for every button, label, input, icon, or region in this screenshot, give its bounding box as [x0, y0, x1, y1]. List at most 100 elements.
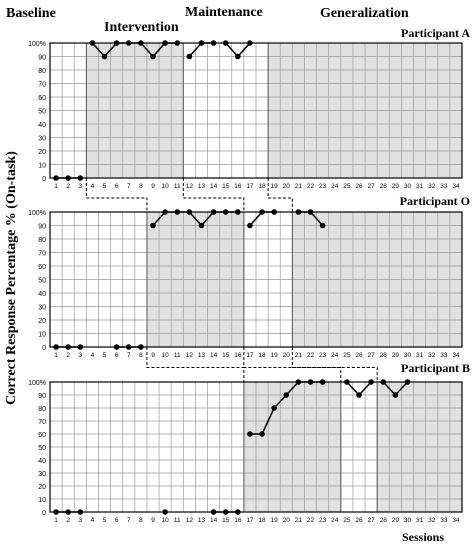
data-point	[380, 379, 387, 385]
data-point	[162, 209, 168, 215]
data-point	[247, 222, 253, 229]
participant-title: Participant A	[401, 26, 470, 40]
x-tick-label: 14	[210, 517, 218, 524]
x-tick-label: 1	[54, 517, 58, 524]
x-tick-label: 22	[307, 352, 315, 359]
y-tick-label: 40	[38, 122, 46, 129]
x-tick-label: 13	[198, 352, 206, 359]
x-tick-label: 8	[139, 183, 143, 190]
data-point	[259, 431, 265, 437]
x-tick-label: 5	[103, 183, 107, 190]
x-tick-label: 18	[258, 183, 266, 190]
participant-title: Participant B	[401, 361, 470, 375]
data-point	[235, 53, 241, 60]
x-tick-label: 27	[368, 183, 376, 190]
y-tick-label: 10	[38, 163, 46, 170]
x-tick-label: 6	[115, 183, 119, 190]
x-tick-label: 14	[210, 352, 218, 359]
x-tick-label: 31	[416, 183, 424, 190]
x-tick-label: 27	[368, 517, 376, 524]
y-tick-label: 50	[38, 109, 46, 116]
panel-frame	[49, 211, 463, 348]
data-point	[247, 40, 253, 46]
y-tick-label: 0	[42, 510, 46, 517]
y-tick-label: 40	[38, 291, 46, 298]
y-tick-label: 60	[38, 95, 46, 102]
x-tick-label: 20	[283, 517, 291, 524]
x-tick-label: 21	[295, 183, 303, 190]
data-point	[210, 209, 217, 215]
data-point	[186, 53, 193, 60]
x-tick-label: 16	[234, 183, 242, 190]
y-tick-label: 50	[38, 445, 46, 452]
x-tick-label: 8	[139, 517, 143, 524]
x-tick-label: 34	[452, 517, 460, 524]
y-tick-label: 0	[42, 345, 46, 352]
data-point	[125, 344, 132, 350]
data-point	[89, 40, 96, 46]
x-tick-label: 21	[295, 517, 303, 524]
x-tick-label: 4	[91, 183, 95, 190]
x-tick-label: 26	[355, 517, 363, 524]
data-point	[138, 40, 144, 46]
x-tick-label: 18	[258, 517, 266, 524]
series-line	[91, 42, 178, 58]
phase-change-connector	[182, 178, 245, 212]
y-tick-label: 80	[38, 406, 46, 413]
data-point	[198, 222, 205, 229]
x-tick-label: 17	[246, 352, 254, 359]
data-point	[138, 344, 144, 350]
x-tick-label: 10	[162, 183, 170, 190]
panel-frame	[49, 381, 463, 513]
x-tick-label: 2	[66, 352, 70, 359]
x-tick-label: 20	[283, 183, 291, 190]
x-tick-label: 33	[440, 517, 448, 524]
x-tick-label: 5	[103, 517, 107, 524]
data-point	[162, 509, 168, 515]
y-tick-label: 70	[38, 251, 46, 258]
data-point	[198, 40, 205, 46]
data-point	[150, 53, 156, 60]
x-tick-label: 27	[368, 352, 376, 359]
y-tick-label: 20	[38, 149, 46, 156]
x-tick-label: 29	[392, 183, 400, 190]
data-point	[222, 509, 229, 515]
x-tick-label: 21	[295, 352, 303, 359]
phase-change-connector	[291, 347, 378, 382]
x-tick-label: 16	[234, 517, 242, 524]
y-tick-label: 30	[38, 136, 46, 143]
y-tick-label: 70	[38, 419, 46, 426]
x-tick-label: 1	[54, 352, 58, 359]
x-tick-label: 32	[428, 517, 436, 524]
phase-change-connector	[85, 178, 148, 212]
intervention-phase-label: Intervention	[104, 20, 179, 35]
x-tick-label: 31	[416, 352, 424, 359]
x-tick-label: 3	[78, 183, 82, 190]
y-tick-label: 10	[38, 497, 46, 504]
x-tick-label: 26	[355, 352, 363, 359]
x-tick-label: 2	[66, 183, 70, 190]
x-axis-label: Sessions	[402, 530, 445, 544]
x-tick-label: 15	[222, 183, 230, 190]
data-point	[235, 209, 241, 215]
generalization-phase-label: Generalization	[320, 6, 409, 21]
x-tick-label: 29	[392, 517, 400, 524]
data-point	[319, 379, 326, 385]
data-point	[295, 209, 302, 215]
phase-change-connector	[146, 347, 245, 382]
x-tick-label: 5	[103, 352, 107, 359]
x-tick-label: 7	[127, 352, 131, 359]
data-point	[259, 209, 265, 215]
x-tick-label: 23	[319, 183, 327, 190]
x-tick-label: 28	[380, 183, 388, 190]
data-point	[77, 175, 84, 181]
data-point	[162, 40, 168, 46]
phase-change-connector	[267, 178, 293, 212]
x-tick-label: 22	[307, 517, 315, 524]
data-point	[404, 379, 411, 385]
data-point	[210, 509, 217, 515]
data-point	[344, 379, 350, 385]
data-point	[65, 509, 71, 515]
y-tick-label: 50	[38, 278, 46, 285]
